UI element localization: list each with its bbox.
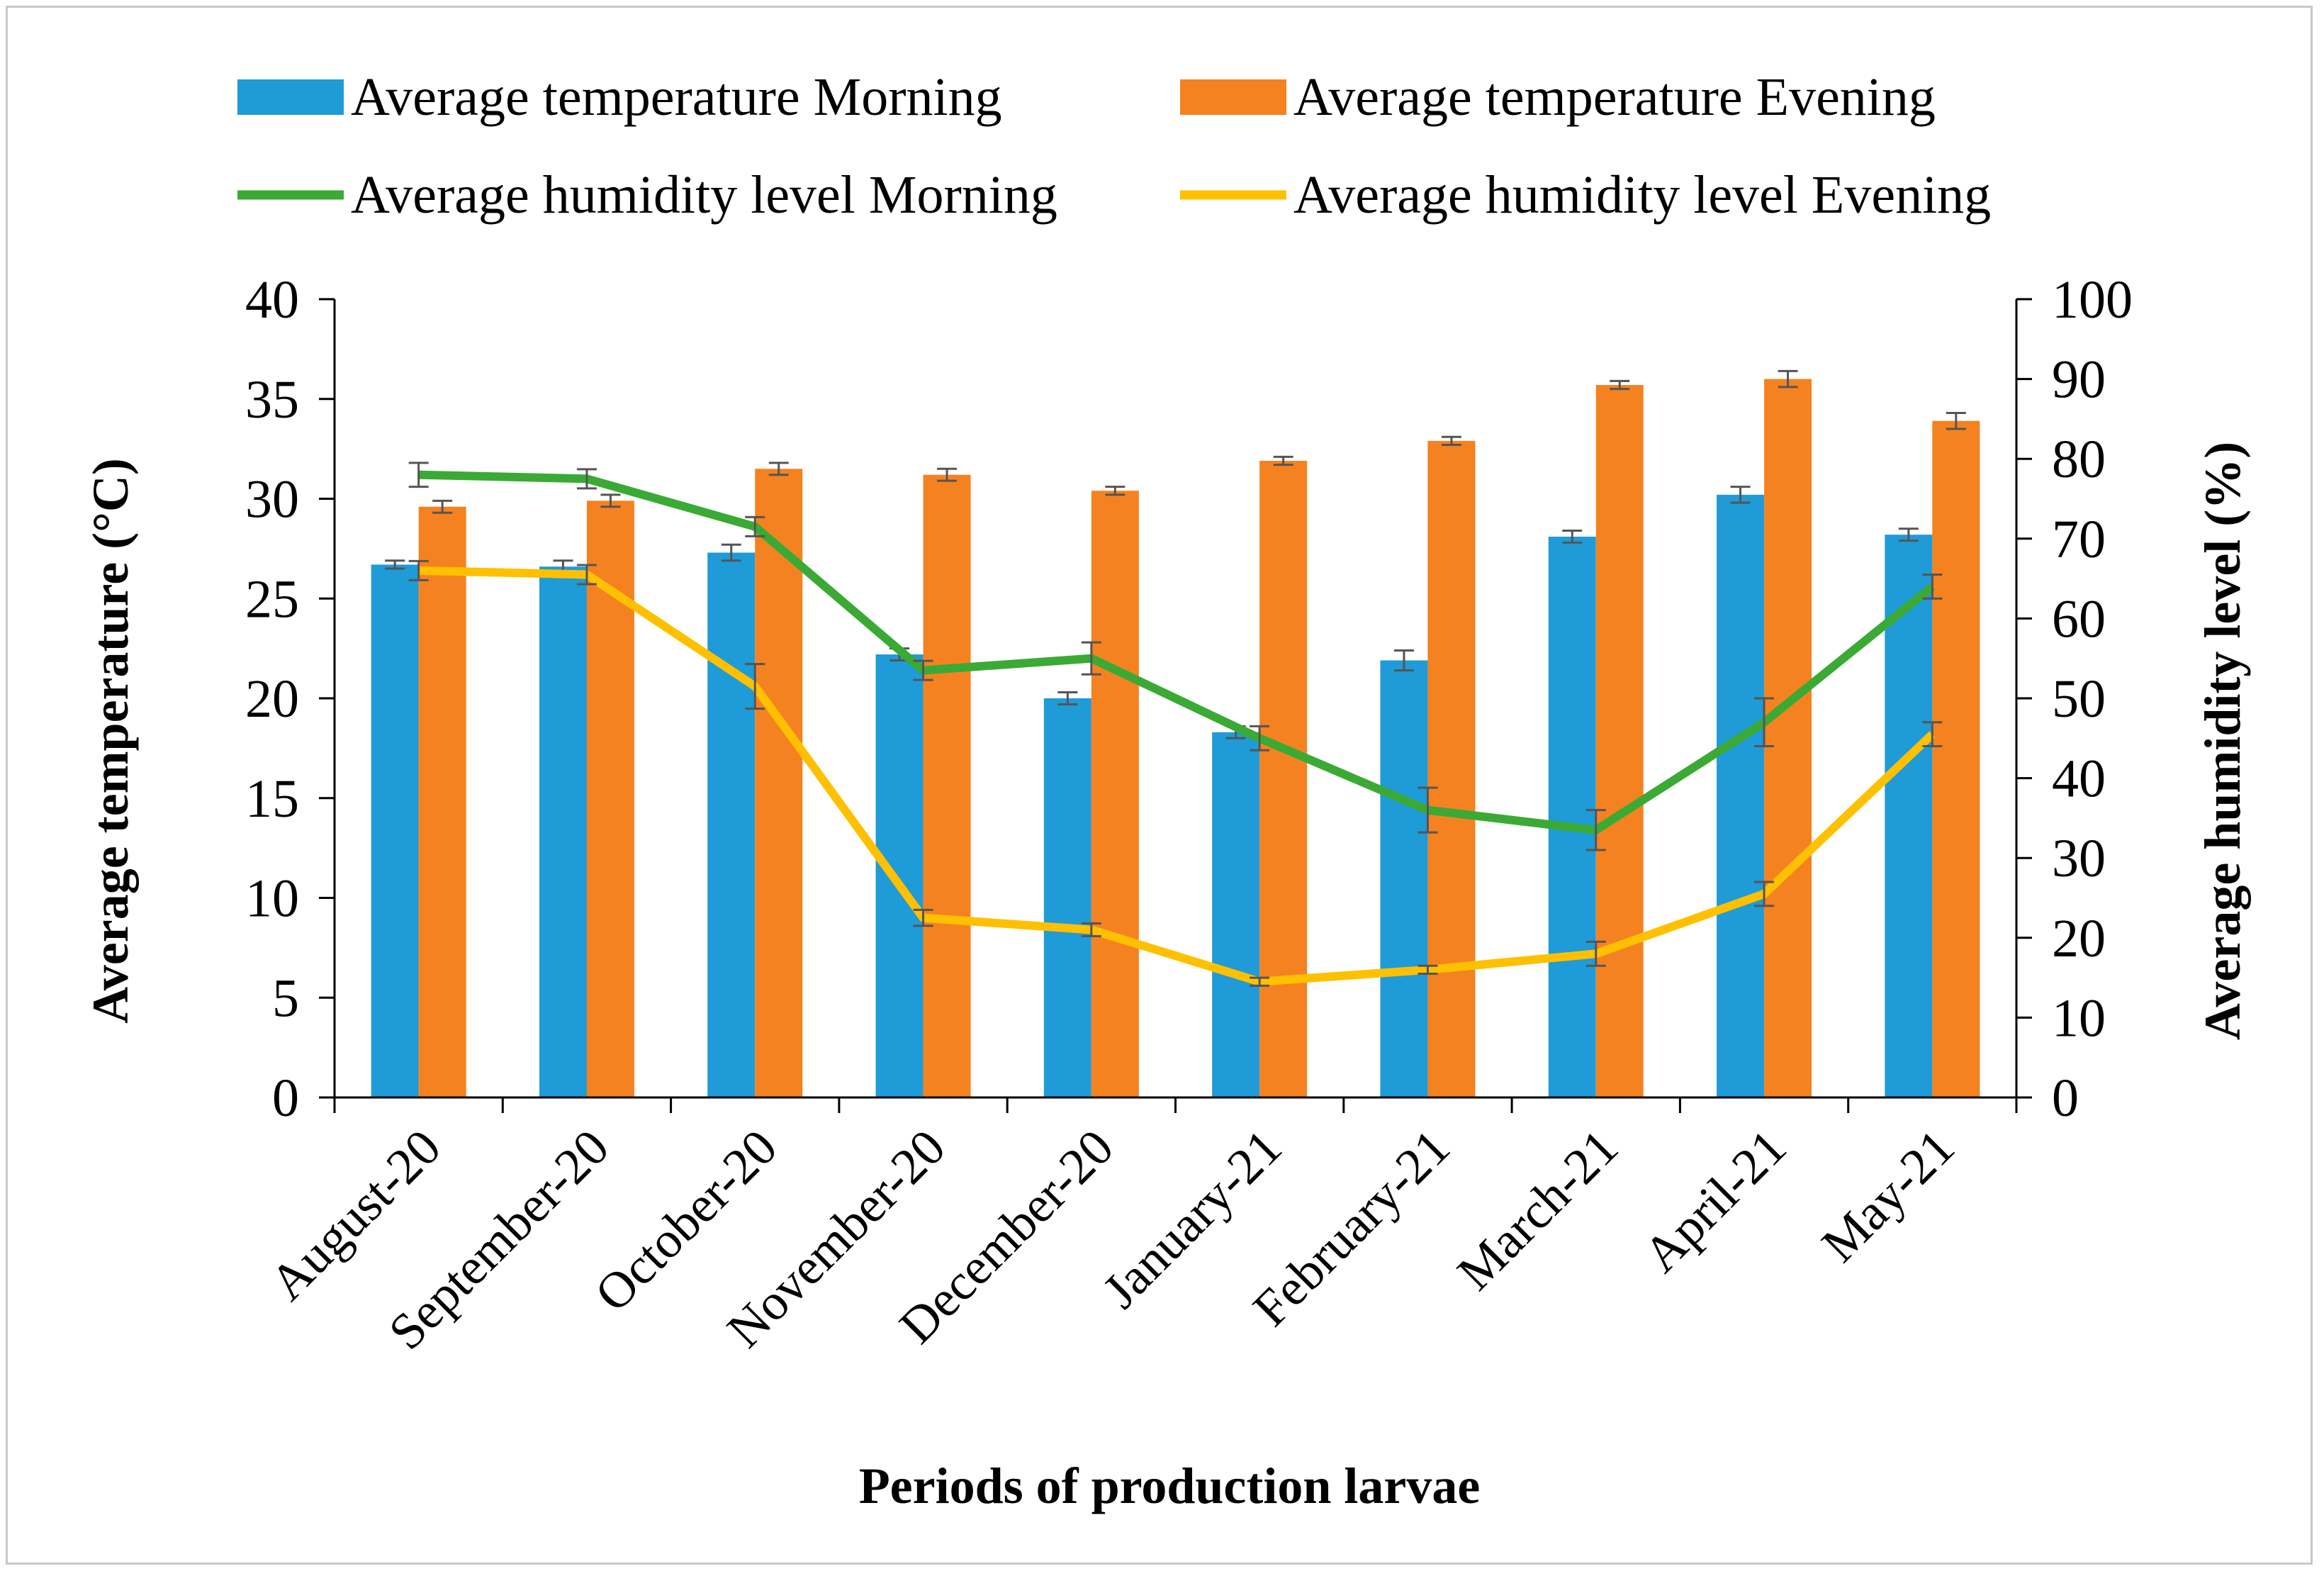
error-bar-hum-evening-0 xyxy=(408,559,429,581)
error-bar-temp-evening-3 xyxy=(937,467,958,482)
error-bar-temp-evening-7 xyxy=(1610,379,1630,391)
legend-swatch-temp-evening xyxy=(1180,79,1286,115)
y2-tick-label-7: 70 xyxy=(2052,510,2106,569)
error-bar-temp-morning-2 xyxy=(721,543,741,562)
x-tick-label-8: April-21 xyxy=(1632,1119,1797,1283)
y2-tick-label-9: 90 xyxy=(2052,350,2106,410)
error-bar-temp-morning-4 xyxy=(1057,691,1078,705)
legend-label-temp-morning: Average temperature Morning xyxy=(351,67,1002,127)
error-bar-hum-morning-8 xyxy=(1754,697,1775,748)
y2-tick-label-3: 30 xyxy=(2052,829,2106,888)
bar-temp-morning-0 xyxy=(371,564,419,1097)
line-hum-morning xyxy=(418,470,1936,834)
bar-temp-morning-3 xyxy=(875,654,924,1097)
error-bar-hum-morning-2 xyxy=(745,515,765,537)
y2-tick-label-0: 0 xyxy=(2052,1068,2079,1128)
bar-temp-morning-5 xyxy=(1212,732,1260,1097)
error-bar-hum-morning-3 xyxy=(913,659,933,681)
bar-temp-evening-0 xyxy=(418,506,466,1097)
bar-temp-evening-3 xyxy=(923,474,971,1097)
y2-tick-label-4: 40 xyxy=(2052,749,2106,809)
error-bar-hum-morning-4 xyxy=(1081,641,1101,676)
legend-label-temp-evening: Average temperature Evening xyxy=(1293,67,1936,127)
y-tick-label-2: 10 xyxy=(245,869,299,929)
y-tick-label-4: 20 xyxy=(245,669,299,729)
error-bar-temp-morning-6 xyxy=(1393,649,1414,672)
error-bar-hum-evening-1 xyxy=(576,564,597,586)
error-bar-temp-evening-6 xyxy=(1441,435,1461,446)
y2-tick-label-6: 60 xyxy=(2052,589,2106,649)
error-bar-temp-morning-7 xyxy=(1562,530,1583,544)
bar-temp-morning-4 xyxy=(1043,698,1091,1097)
y2-axis-title: Average humidity level (%) xyxy=(2194,442,2251,1041)
error-bar-hum-evening-7 xyxy=(1585,940,1606,967)
error-bar-hum-evening-9 xyxy=(1922,721,1943,748)
error-bar-temp-evening-1 xyxy=(600,493,621,508)
error-bar-hum-evening-3 xyxy=(913,908,933,927)
error-bar-temp-evening-4 xyxy=(1105,486,1125,496)
y-tick-label-5: 25 xyxy=(245,569,299,629)
y-tick-label-0: 0 xyxy=(272,1068,299,1128)
bar-temp-morning-1 xyxy=(539,566,587,1097)
error-bar-hum-morning-1 xyxy=(576,468,597,490)
error-bar-hum-morning-0 xyxy=(408,462,429,488)
legend-swatch-temp-morning xyxy=(237,79,344,115)
error-bar-hum-evening-6 xyxy=(1418,964,1438,975)
bar-temp-morning-2 xyxy=(707,552,756,1097)
bar-temp-evening-8 xyxy=(1764,379,1812,1097)
bar-temp-morning-8 xyxy=(1717,494,1765,1097)
error-bar-hum-evening-4 xyxy=(1081,922,1101,938)
x-tick-label-9: May-21 xyxy=(1811,1119,1965,1273)
error-bar-temp-morning-9 xyxy=(1898,527,1919,542)
y-axis-title: Average temperature (°C) xyxy=(82,458,139,1024)
bar-temp-morning-9 xyxy=(1885,535,1933,1097)
bar-temp-evening-6 xyxy=(1427,440,1476,1097)
error-bar-hum-morning-9 xyxy=(1922,573,1943,600)
error-bar-temp-evening-8 xyxy=(1778,369,1798,389)
line-hum-evening xyxy=(418,566,1936,986)
error-bar-temp-evening-9 xyxy=(1946,411,1966,430)
error-bar-hum-evening-5 xyxy=(1250,976,1270,987)
x-tick-label-7: March-21 xyxy=(1447,1119,1629,1301)
y-tick-label-6: 30 xyxy=(245,470,299,530)
legend: Average temperature Morning Average temp… xyxy=(237,67,1991,225)
bar-temp-morning-6 xyxy=(1380,660,1428,1097)
y2-tick-label-5: 50 xyxy=(2052,669,2106,729)
error-bar-temp-evening-2 xyxy=(768,462,789,476)
y2-tick-label-1: 10 xyxy=(2052,988,2106,1048)
y-tick-label-3: 15 xyxy=(245,769,299,829)
y2-tick-label-8: 80 xyxy=(2052,430,2106,489)
error-bar-temp-evening-0 xyxy=(432,499,453,514)
legend-label-hum-morning: Average humidity level Morning xyxy=(351,165,1057,225)
error-bar-hum-evening-2 xyxy=(745,663,765,710)
error-bar-temp-morning-0 xyxy=(385,559,405,570)
y2-tick-label-10: 100 xyxy=(2052,270,2133,330)
bar-temp-evening-7 xyxy=(1595,385,1644,1097)
y2-tick-label-2: 20 xyxy=(2052,909,2106,968)
legend-label-hum-evening: Average humidity level Evening xyxy=(1293,165,1991,225)
error-bar-hum-evening-8 xyxy=(1754,881,1775,907)
bar-temp-evening-2 xyxy=(755,469,803,1097)
error-bar-temp-morning-8 xyxy=(1730,486,1751,504)
chart-frame xyxy=(6,6,2313,1565)
bars xyxy=(371,369,1980,1097)
y-tick-label-7: 35 xyxy=(245,370,299,430)
lines xyxy=(408,462,1943,987)
error-bar-temp-evening-5 xyxy=(1273,455,1293,466)
bar-temp-morning-7 xyxy=(1548,536,1596,1097)
bar-temp-evening-4 xyxy=(1091,491,1139,1097)
legend-item-temp-morning: Average temperature Morning xyxy=(237,67,1002,127)
error-bar-hum-morning-5 xyxy=(1250,725,1270,751)
y-tick-label-1: 5 xyxy=(272,968,299,1028)
error-bar-hum-morning-7 xyxy=(1585,809,1606,851)
y-tick-label-8: 40 xyxy=(245,270,299,330)
x-axis-title: Periods of production larvae xyxy=(859,1458,1481,1514)
legend-item-hum-evening: Average humidity level Evening xyxy=(1180,165,1991,225)
legend-item-temp-evening: Average temperature Evening xyxy=(1180,67,1936,127)
bar-temp-evening-9 xyxy=(1932,420,1980,1097)
error-bar-hum-morning-6 xyxy=(1418,786,1438,834)
legend-item-hum-morning: Average humidity level Morning xyxy=(237,165,1057,225)
bar-temp-evening-5 xyxy=(1259,461,1308,1097)
